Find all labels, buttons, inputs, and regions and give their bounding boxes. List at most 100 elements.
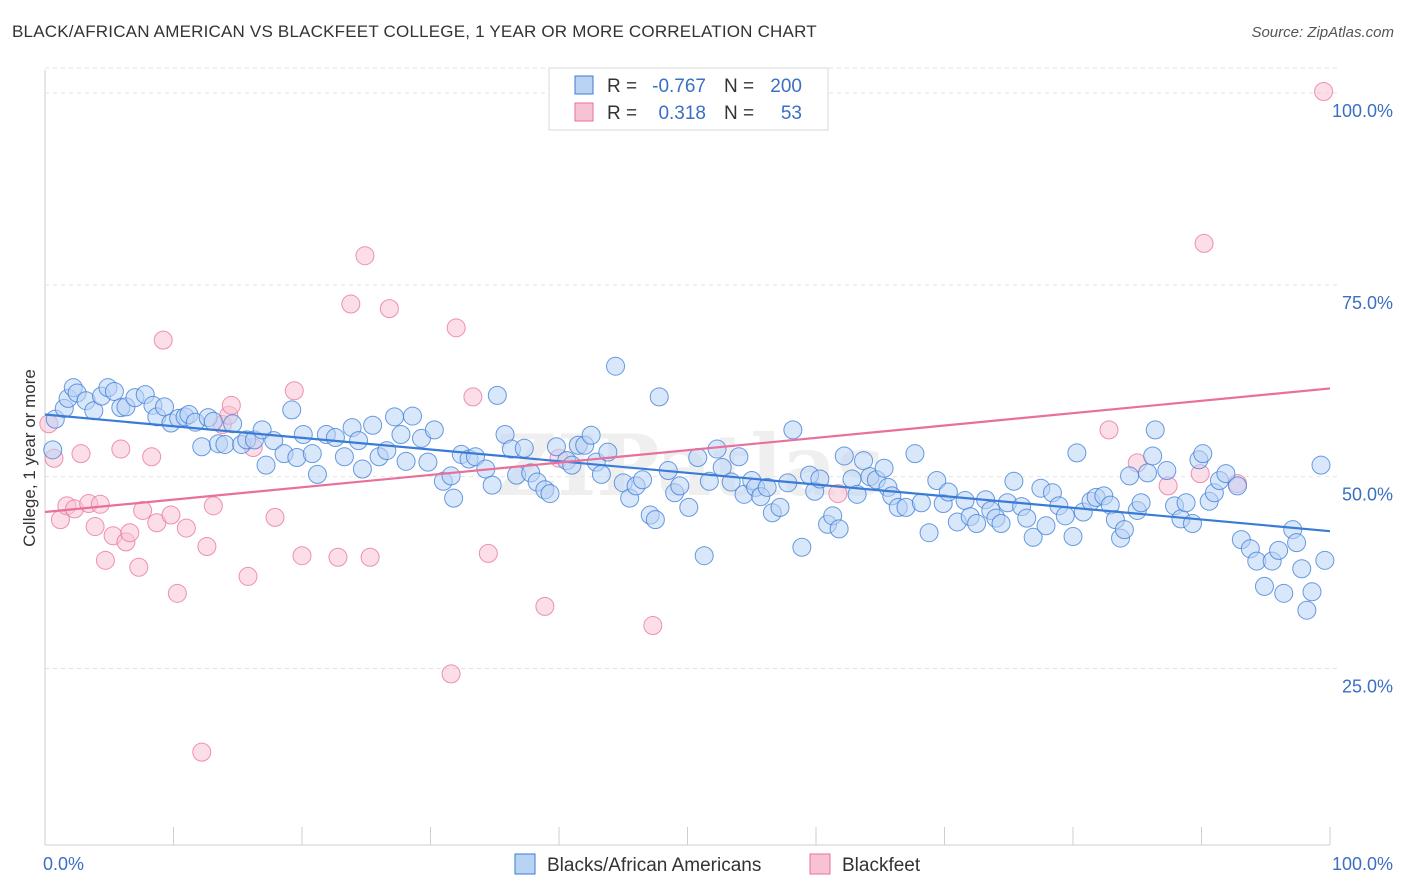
data-point xyxy=(349,431,369,451)
data-point xyxy=(424,420,444,440)
data-point xyxy=(1176,493,1196,513)
x-tick-label-max: 100.0% xyxy=(1332,854,1393,874)
data-point xyxy=(1063,527,1083,547)
data-point xyxy=(307,464,327,484)
data-point xyxy=(927,471,947,491)
data-point xyxy=(129,557,149,577)
data-point xyxy=(1023,527,1043,547)
data-point xyxy=(355,246,375,266)
data-point xyxy=(1120,466,1140,486)
data-point xyxy=(215,434,235,454)
data-point xyxy=(955,490,975,510)
data-point xyxy=(238,566,258,586)
data-point xyxy=(991,513,1011,533)
tick-labels: 25.0% 50.0% 75.0% 100.0% 0.0% 100.0% xyxy=(43,101,1393,874)
data-point xyxy=(120,523,140,543)
data-point xyxy=(967,513,987,533)
blacks-trend-line xyxy=(44,413,1331,533)
legend-label: Blacks/African Americans xyxy=(547,855,761,876)
data-point xyxy=(1138,463,1158,483)
data-point xyxy=(284,381,304,401)
trend-lines xyxy=(44,387,1331,533)
y-tick-label: 100.0% xyxy=(1332,101,1393,121)
data-point xyxy=(535,596,555,616)
data-point xyxy=(919,523,939,543)
data-point xyxy=(221,395,241,415)
data-point xyxy=(699,471,719,491)
data-point xyxy=(1227,476,1247,496)
data-point xyxy=(256,455,276,475)
data-point xyxy=(95,550,115,570)
data-point xyxy=(302,444,322,464)
data-point xyxy=(1292,559,1312,579)
data-point xyxy=(1314,81,1334,101)
r-value: -0.767 xyxy=(652,76,706,97)
data-point xyxy=(1114,520,1134,540)
data-point xyxy=(645,510,665,530)
data-point xyxy=(192,437,212,457)
data-point xyxy=(85,517,105,537)
data-point xyxy=(444,488,464,508)
n-value: 53 xyxy=(781,103,802,124)
data-point xyxy=(1194,233,1214,253)
data-point xyxy=(265,507,285,527)
data-point xyxy=(847,484,867,504)
y-tick-label: 50.0% xyxy=(1342,485,1393,505)
data-point xyxy=(176,518,196,538)
data-point xyxy=(1099,420,1119,440)
data-point xyxy=(325,428,345,448)
data-point xyxy=(1315,550,1335,570)
data-point xyxy=(441,664,461,684)
data-point xyxy=(203,411,223,431)
data-point xyxy=(694,546,714,566)
data-point xyxy=(670,476,690,496)
data-point xyxy=(770,497,790,517)
data-point xyxy=(792,537,812,557)
source-label: Source: ZipAtlas.com xyxy=(1251,24,1394,41)
data-point xyxy=(1004,471,1024,491)
blacks-points xyxy=(43,356,1335,620)
data-point xyxy=(396,451,416,471)
r-value: 0.318 xyxy=(658,103,706,124)
data-point xyxy=(688,448,708,467)
r-label: R = xyxy=(607,103,637,124)
data-point xyxy=(446,318,466,338)
data-point xyxy=(111,439,131,459)
data-point xyxy=(293,424,313,444)
data-point xyxy=(854,451,874,471)
legend-label: Blackfeet xyxy=(842,855,921,876)
data-point xyxy=(633,470,653,490)
data-point xyxy=(1055,506,1075,526)
data-point xyxy=(167,583,187,603)
data-point xyxy=(1193,444,1213,464)
data-point xyxy=(155,397,175,417)
data-point xyxy=(403,406,423,426)
data-point xyxy=(71,444,91,464)
data-point xyxy=(1302,582,1322,602)
data-point xyxy=(938,482,958,502)
data-point xyxy=(43,440,63,460)
data-point xyxy=(192,742,212,762)
data-point xyxy=(482,475,502,495)
data-point xyxy=(133,500,153,520)
y-tick-label: 75.0% xyxy=(1342,293,1393,313)
data-point xyxy=(1254,576,1274,596)
data-point xyxy=(197,537,217,557)
data-point xyxy=(328,547,348,567)
data-point xyxy=(514,438,534,458)
data-point xyxy=(161,505,181,525)
data-point xyxy=(757,477,777,497)
data-point xyxy=(1274,583,1294,603)
data-point xyxy=(783,420,803,440)
legend-box xyxy=(548,67,829,131)
data-point xyxy=(478,543,498,563)
data-point xyxy=(1131,493,1151,513)
data-point xyxy=(1297,600,1317,620)
data-point xyxy=(104,382,124,402)
n-value: 200 xyxy=(770,76,802,97)
data-point xyxy=(292,546,312,566)
series-legend: Blacks/African Americans Blackfeet xyxy=(514,853,921,876)
data-point xyxy=(829,519,849,539)
n-label: N = xyxy=(724,76,754,97)
